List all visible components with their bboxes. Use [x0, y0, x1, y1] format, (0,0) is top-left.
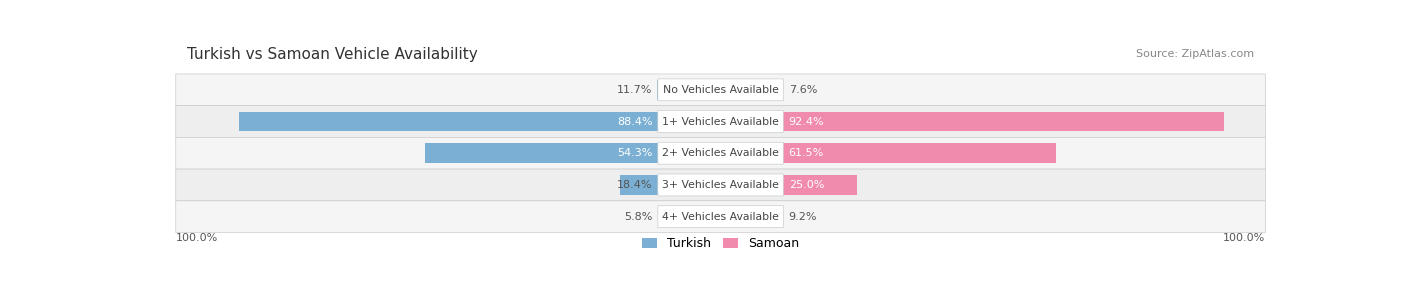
Text: 88.4%: 88.4% — [617, 116, 652, 126]
Text: 100.0%: 100.0% — [1223, 233, 1265, 243]
FancyBboxPatch shape — [176, 169, 1265, 201]
Bar — [721, 175, 856, 195]
FancyBboxPatch shape — [658, 206, 783, 228]
Bar — [425, 143, 721, 163]
Text: 92.4%: 92.4% — [789, 116, 824, 126]
Text: 18.4%: 18.4% — [617, 180, 652, 190]
Bar — [657, 80, 721, 100]
FancyBboxPatch shape — [658, 79, 783, 101]
Bar — [721, 112, 1225, 131]
Text: No Vehicles Available: No Vehicles Available — [662, 85, 779, 95]
Bar — [620, 175, 721, 195]
Bar — [689, 207, 721, 227]
Text: 7.6%: 7.6% — [789, 85, 817, 95]
Text: 100.0%: 100.0% — [176, 233, 218, 243]
Text: 4+ Vehicles Available: 4+ Vehicles Available — [662, 212, 779, 222]
Legend: Turkish, Samoan: Turkish, Samoan — [637, 232, 804, 255]
FancyBboxPatch shape — [658, 111, 783, 132]
FancyBboxPatch shape — [176, 137, 1265, 169]
FancyBboxPatch shape — [658, 142, 783, 164]
Text: 61.5%: 61.5% — [789, 148, 824, 158]
Bar — [239, 112, 721, 131]
Text: 3+ Vehicles Available: 3+ Vehicles Available — [662, 180, 779, 190]
Text: 2+ Vehicles Available: 2+ Vehicles Available — [662, 148, 779, 158]
FancyBboxPatch shape — [176, 74, 1265, 106]
Text: 5.8%: 5.8% — [624, 212, 652, 222]
Bar — [721, 143, 1056, 163]
Bar — [721, 80, 762, 100]
Text: Turkish vs Samoan Vehicle Availability: Turkish vs Samoan Vehicle Availability — [187, 47, 478, 62]
Bar — [721, 207, 770, 227]
Text: 54.3%: 54.3% — [617, 148, 652, 158]
Text: 11.7%: 11.7% — [617, 85, 652, 95]
FancyBboxPatch shape — [658, 174, 783, 196]
Text: 1+ Vehicles Available: 1+ Vehicles Available — [662, 116, 779, 126]
Text: 25.0%: 25.0% — [789, 180, 824, 190]
FancyBboxPatch shape — [176, 106, 1265, 137]
FancyBboxPatch shape — [176, 201, 1265, 233]
Text: 9.2%: 9.2% — [789, 212, 817, 222]
Text: Source: ZipAtlas.com: Source: ZipAtlas.com — [1136, 49, 1254, 59]
